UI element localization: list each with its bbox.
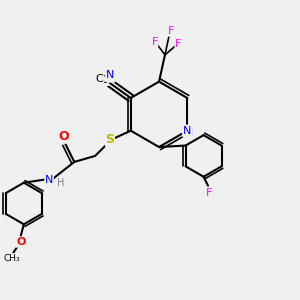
Text: H: H: [57, 178, 64, 188]
Text: N: N: [45, 175, 53, 185]
Text: CH₃: CH₃: [4, 254, 20, 263]
Text: F: F: [206, 188, 213, 198]
Text: C: C: [101, 75, 108, 85]
Text: C: C: [96, 74, 104, 84]
Text: N: N: [107, 72, 115, 82]
Text: O: O: [16, 237, 26, 247]
Text: O: O: [58, 130, 69, 143]
Text: F: F: [168, 26, 174, 36]
Text: N: N: [183, 126, 191, 136]
Text: N: N: [184, 127, 194, 137]
Text: N: N: [106, 70, 114, 80]
Text: F: F: [152, 37, 158, 46]
Text: S: S: [105, 133, 114, 146]
Text: F: F: [175, 40, 182, 50]
